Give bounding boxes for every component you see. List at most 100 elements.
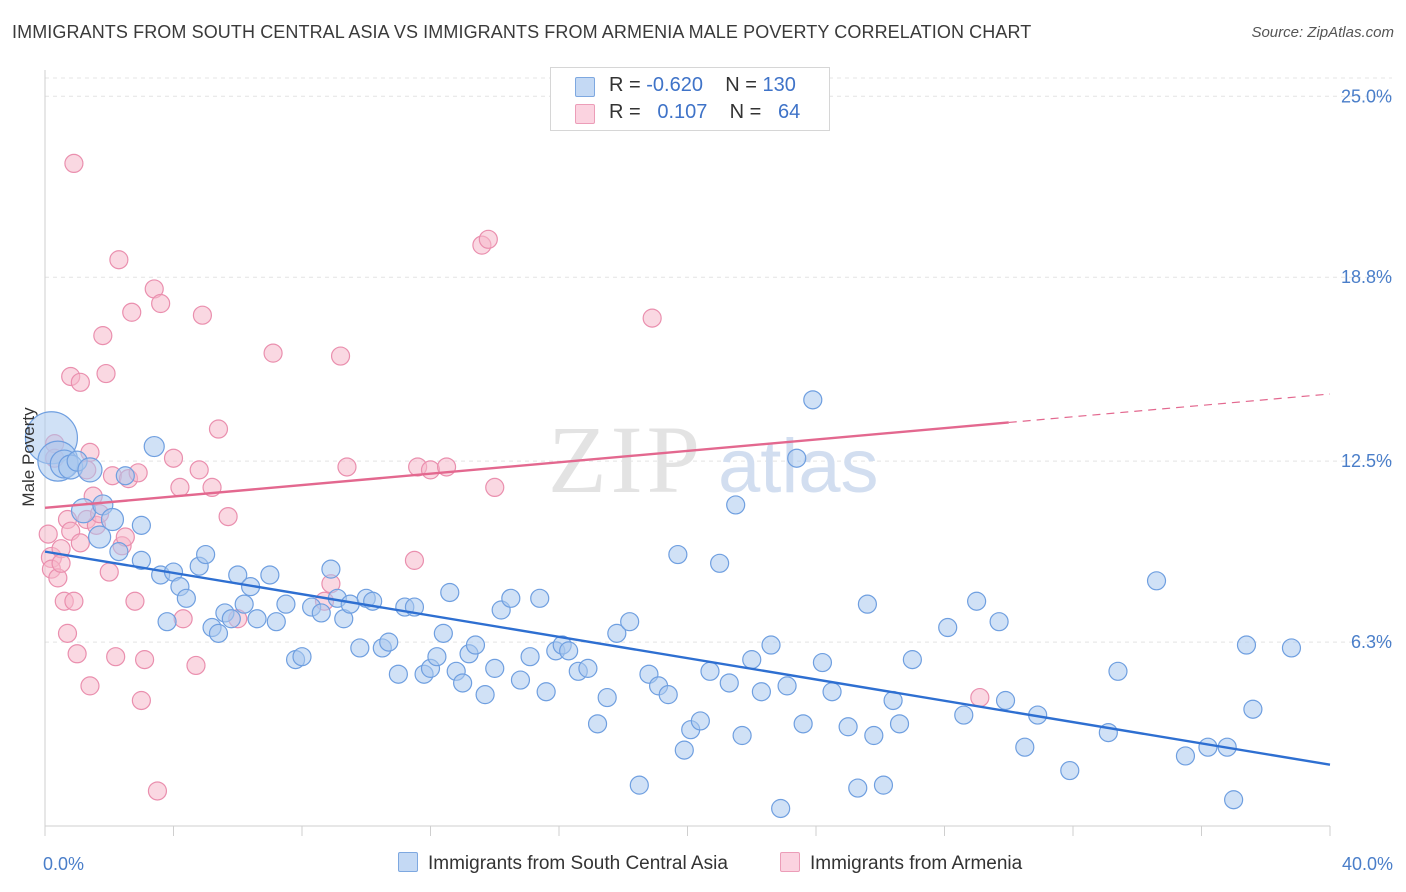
y-tick-label: 25.0% — [1341, 86, 1392, 106]
data-point — [732, 725, 752, 746]
data-point — [822, 682, 842, 702]
legend-n-value: 64 — [778, 101, 801, 123]
data-point — [1146, 571, 1167, 591]
data-point — [989, 612, 1009, 632]
data-point — [501, 588, 521, 608]
legend-n-label: N = — [729, 101, 762, 123]
data-point — [208, 623, 229, 643]
data-point — [1015, 737, 1035, 757]
data-point — [115, 466, 135, 486]
data-point — [109, 250, 129, 270]
data-point — [234, 594, 254, 614]
data-point — [379, 632, 399, 652]
data-point — [67, 644, 87, 664]
data-point — [96, 363, 116, 384]
data-point — [337, 457, 357, 477]
data-point — [170, 477, 190, 498]
data-point — [793, 714, 813, 734]
data-point — [427, 647, 447, 667]
data-point — [510, 670, 531, 690]
data-point — [440, 582, 460, 603]
data-point — [350, 638, 370, 658]
data-point — [889, 714, 910, 734]
data-point — [1175, 746, 1196, 766]
data-point — [38, 524, 58, 544]
data-point — [388, 664, 408, 684]
data-point — [196, 544, 216, 565]
data-point — [1198, 737, 1218, 757]
x-tick-labels: 0.0% 40.0% — [43, 854, 1393, 874]
data-point — [420, 460, 441, 480]
data-point — [131, 690, 151, 711]
data-point — [1281, 638, 1302, 658]
data-point — [954, 705, 974, 725]
data-point — [873, 775, 894, 795]
data-point — [710, 553, 730, 573]
y-tick-label: 18.8% — [1341, 267, 1392, 287]
legend-r-label: R = — [609, 101, 641, 123]
data-point — [658, 685, 678, 705]
bottom-legend-south-central-asia: Immigrants from South Central Asia — [398, 852, 728, 875]
data-point — [292, 647, 312, 667]
legend-r-value: -0.620 — [646, 74, 703, 96]
data-point — [902, 650, 922, 670]
data-point — [1243, 699, 1263, 719]
data-point — [99, 562, 119, 582]
data-point — [51, 553, 71, 573]
data-point — [70, 372, 90, 392]
data-point — [163, 448, 184, 468]
data-point — [970, 687, 990, 708]
data-point — [453, 673, 473, 693]
data-point — [143, 435, 165, 458]
data-point — [607, 623, 627, 643]
data-point — [247, 609, 267, 629]
data-point — [803, 390, 823, 410]
bottom-legend-label: Immigrants from South Central Asia — [428, 853, 728, 874]
data-point — [719, 673, 739, 693]
data-point — [433, 623, 453, 643]
data-point — [465, 635, 486, 655]
data-point — [321, 559, 341, 579]
legend-swatch-blue — [575, 77, 595, 97]
data-point — [64, 591, 84, 611]
data-point — [263, 343, 283, 363]
bottom-legend-swatch-pink — [780, 852, 800, 872]
data-point — [1108, 661, 1128, 681]
x-tick-label-min: 0.0% — [43, 854, 84, 874]
legend-r-label: R = — [609, 74, 641, 96]
data-point — [122, 302, 142, 322]
data-point — [192, 305, 213, 325]
trend-lines — [44, 393, 1331, 766]
data-point — [771, 798, 791, 819]
data-point — [70, 533, 90, 553]
data-point — [690, 711, 710, 731]
data-point — [189, 460, 209, 480]
data-point — [88, 525, 112, 549]
data-point — [674, 740, 694, 760]
data-point — [848, 778, 868, 798]
data-point — [597, 687, 617, 708]
data-point — [485, 477, 505, 498]
data-point — [629, 775, 649, 795]
y-tick-label: 12.5% — [1341, 451, 1392, 471]
data-point — [157, 612, 177, 632]
data-point — [77, 457, 103, 483]
data-point — [57, 623, 78, 643]
data-point — [109, 542, 129, 562]
chart-title: IMMIGRANTS FROM SOUTH CENTRAL ASIA VS IM… — [12, 22, 1032, 42]
data-point — [134, 650, 155, 670]
data-point — [208, 419, 229, 439]
data-point — [173, 609, 193, 629]
data-point — [777, 676, 797, 696]
source-label: Source: ZipAtlas.com — [1251, 24, 1394, 41]
data-point — [864, 725, 884, 746]
trend-line-extension — [1008, 393, 1331, 424]
data-point — [1236, 635, 1257, 655]
series-south-central-asia — [24, 390, 1302, 819]
data-point — [938, 617, 958, 638]
data-point — [106, 647, 126, 667]
x-tick-label-max: 40.0% — [1342, 854, 1393, 874]
legend-n-label: N = — [725, 74, 757, 96]
data-point — [642, 308, 662, 328]
